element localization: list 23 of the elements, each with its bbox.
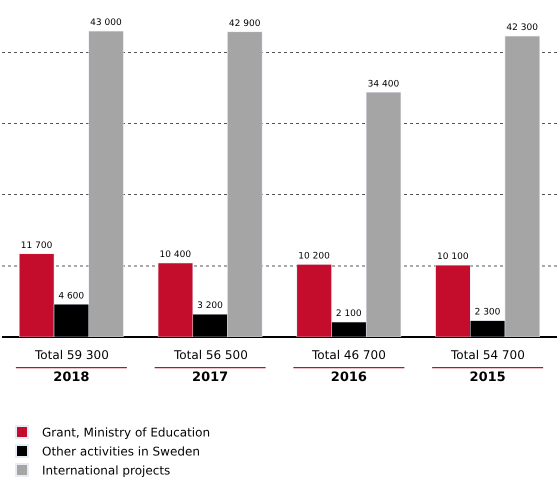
data-label: 34 400 — [368, 79, 400, 90]
legend-label: International projects — [42, 464, 170, 478]
data-label: 42 300 — [506, 23, 538, 34]
data-label: 2 100 — [336, 309, 362, 320]
data-label: 10 100 — [437, 252, 469, 262]
total-label: Total 59 300 — [34, 348, 109, 362]
data-label: 43 000 — [90, 18, 122, 28]
x-tick-label: 2018 — [53, 370, 90, 385]
data-label: 11 700 — [20, 240, 53, 251]
legend-label: Other activities in Sweden — [42, 444, 200, 459]
data-label: 3 200 — [197, 301, 224, 312]
data-label: 2 300 — [474, 308, 501, 318]
data-label: 10 400 — [160, 250, 192, 260]
x-tick-label: 2015 — [470, 370, 506, 385]
total-label: Total 56 500 — [173, 348, 248, 362]
data-label: 42 900 — [228, 18, 261, 29]
x-tick-label: 2017 — [192, 370, 228, 385]
x-tick-label: 2016 — [330, 370, 367, 385]
total-label: Total 46 700 — [311, 348, 386, 362]
legend-label: Grant, Ministry of Education — [42, 426, 210, 440]
data-label: 10 200 — [298, 251, 330, 262]
data-label: 4 600 — [58, 291, 84, 302]
total-label: Total 54 700 — [450, 348, 525, 362]
